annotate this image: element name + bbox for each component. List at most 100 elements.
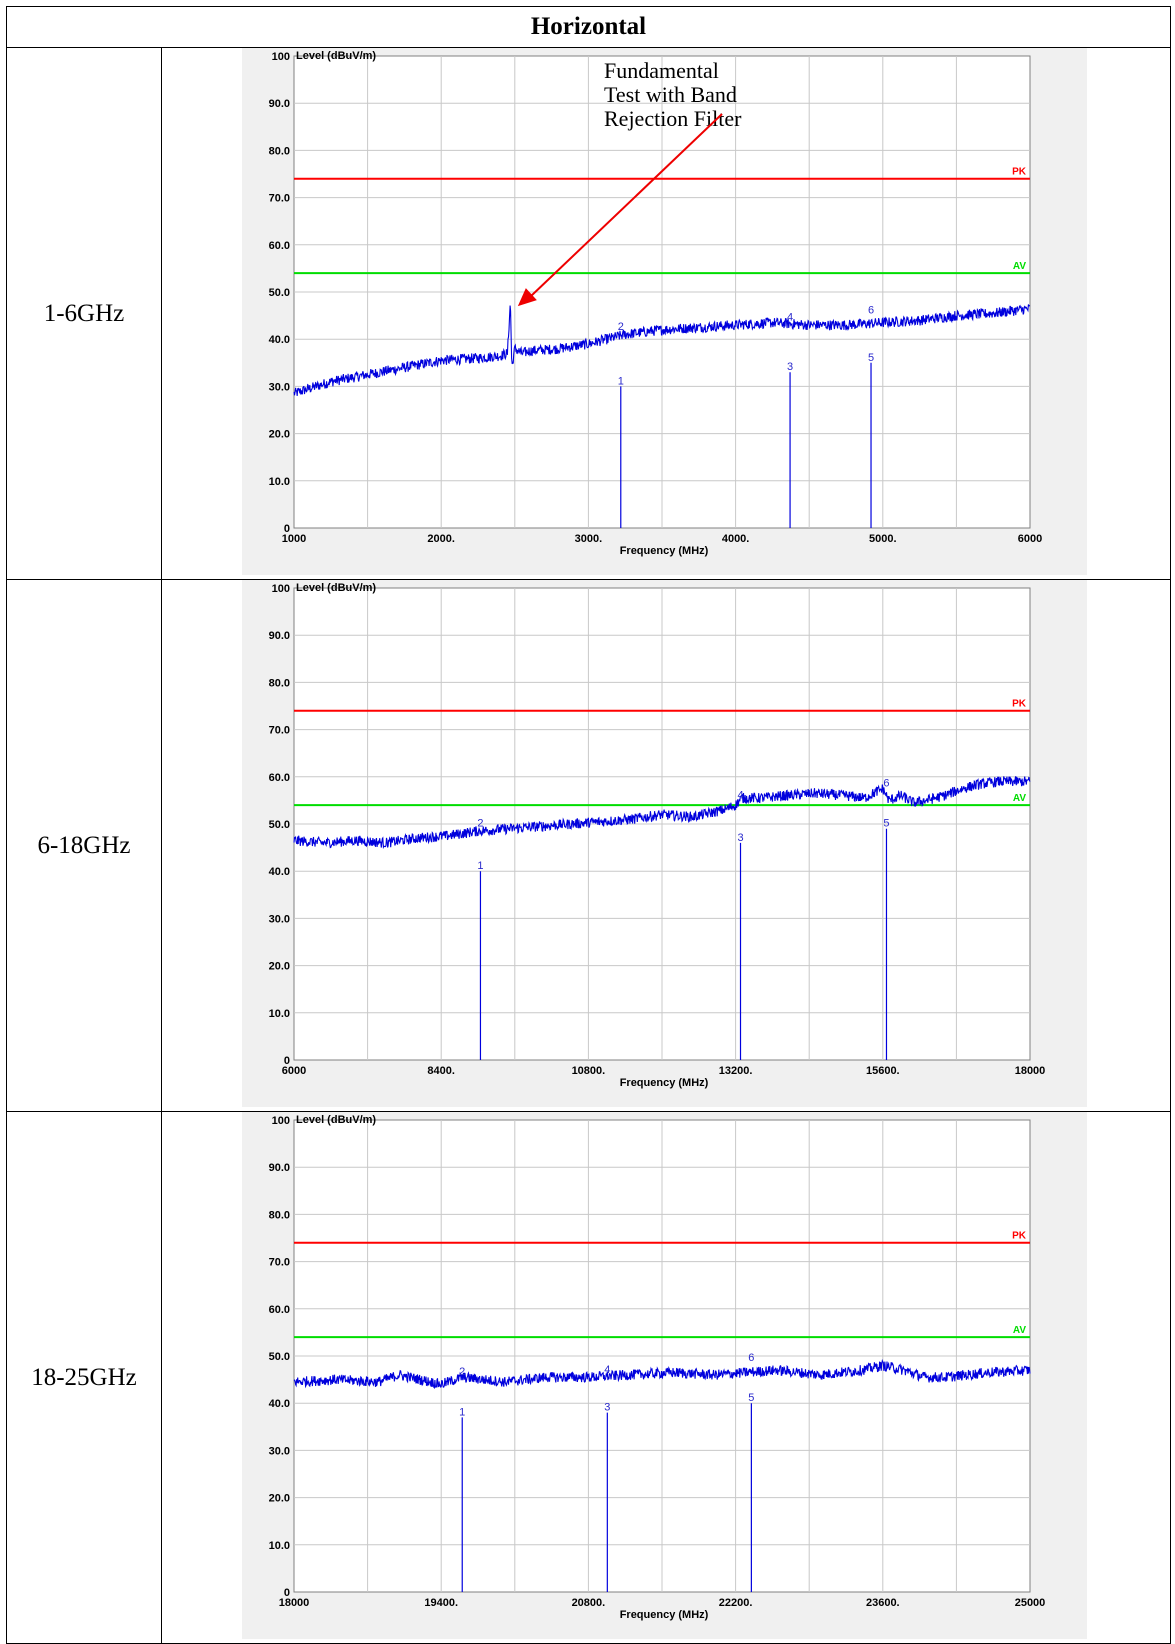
marker-label: 4 [787,312,793,324]
y-tick-label: 50.0 [269,819,290,831]
trace-line [293,304,1031,396]
band-label: 1-6GHz [6,47,162,580]
marker-label: 3 [604,1402,610,1414]
marker-label: 1 [459,1406,465,1418]
x-tick-label: 15600. [866,1065,900,1077]
y-tick-label: 100 [272,583,290,595]
x-tick-label: 18000 [1015,1065,1046,1077]
x-axis-title: Frequency (MHz) [620,545,709,557]
y-tick-label: 0 [284,523,290,535]
y-tick-label: 20.0 [269,961,290,973]
y-tick-label: 20.0 [269,1493,290,1505]
y-tick-label: 90.0 [269,1162,290,1174]
x-tick-label: 13200. [719,1065,753,1077]
y-tick-label: 30.0 [269,1445,290,1457]
y-tick-label: 70.0 [269,1257,290,1269]
x-tick-label: 6000 [282,1065,306,1077]
marker-label: 2 [618,321,624,333]
results-table: Horizontal 1-6GHz 0 10.0 20.0 30.0 40.0 50.0 6… [6,6,1171,1644]
plot-cell: 0 10.0 20.0 30.0 40.0 50.0 60.0 70.0 80.0 90.0 100… [161,47,1171,580]
y-tick-label: 70.0 [269,725,290,737]
plot-cell: 0 10.0 20.0 30.0 40.0 50.0 60.0 70.0 80.0 90.0 100… [161,579,1171,1112]
spectrum-chart: 0 10.0 20.0 30.0 40.0 50.0 60.0 70.0 80.0 90.0 100… [242,1112,1087,1639]
y-tick-label: 10.0 [269,1008,290,1020]
marker-label: 6 [748,1352,754,1364]
x-tick-label: 20800. [572,1597,606,1609]
limit-label: PK [1012,1231,1027,1242]
x-axis-title: Frequency (MHz) [620,1077,709,1089]
table-row: 1-6GHz 0 10.0 20.0 30.0 40.0 50.0 60.0 70.0 80.0… [6,47,1171,580]
y-tick-label: 60.0 [269,1304,290,1316]
x-tick-label: 1000 [282,533,306,545]
x-tick-label: 2000. [427,533,455,545]
x-tick-label: 18000 [279,1597,310,1609]
marker-label: 2 [459,1366,465,1378]
annotation-arrowhead [517,288,537,307]
y-tick-label: 10.0 [269,476,290,488]
band-label: 6-18GHz [6,579,162,1112]
marker-label: 3 [787,361,793,373]
x-tick-label: 19400. [424,1597,458,1609]
y-tick-label: 30.0 [269,381,290,393]
y-tick-label: 80.0 [269,1209,290,1221]
y-tick-label: 90.0 [269,98,290,110]
x-tick-label: 4000. [722,533,750,545]
x-tick-label: 3000. [575,533,603,545]
y-tick-label: 80.0 [269,677,290,689]
y-tick-label: 30.0 [269,913,290,925]
x-tick-label: 23600. [866,1597,900,1609]
y-tick-label: 100 [272,51,290,63]
y-tick-label: 20.0 [269,429,290,441]
x-tick-label: 8400. [427,1065,455,1077]
marker-label: 5 [868,352,874,364]
limit-label: AV [1013,1325,1026,1336]
limit-label: PK [1012,167,1027,178]
y-axis-title: Level (dBuV/m) [296,50,376,62]
marker-label: 5 [883,818,889,830]
y-tick-label: 50.0 [269,287,290,299]
marker-label: 5 [748,1392,754,1404]
trace-line [293,776,1031,850]
table-row: 6-18GHz 0 10.0 20.0 30.0 40.0 50.0 60.0 70.0 80.… [6,579,1171,1112]
limit-label: AV [1013,261,1026,272]
band-label: 18-25GHz [6,1111,162,1644]
y-tick-label: 40.0 [269,1398,290,1410]
y-tick-label: 90.0 [269,630,290,642]
spectrum-chart: 0 10.0 20.0 30.0 40.0 50.0 60.0 70.0 80.0 90.0 100… [242,48,1087,575]
marker-label: 4 [604,1364,610,1376]
limit-label: AV [1013,793,1026,804]
x-tick-label: 25000 [1015,1597,1046,1609]
x-tick-label: 22200. [719,1597,753,1609]
marker-label: 3 [737,832,743,844]
x-axis-title: Frequency (MHz) [620,1609,709,1621]
y-tick-label: 50.0 [269,1351,290,1363]
y-axis-title: Level (dBuV/m) [296,582,376,594]
y-tick-label: 70.0 [269,193,290,205]
y-tick-label: 100 [272,1115,290,1127]
table-row: 18-25GHz 0 10.0 20.0 30.0 40.0 50.0 60.0 70.0 80… [6,1111,1171,1644]
y-tick-label: 0 [284,1587,290,1599]
y-tick-label: 60.0 [269,772,290,784]
marker-label: 1 [477,860,483,872]
annotation-arrow [529,113,723,298]
y-tick-label: 40.0 [269,334,290,346]
plot-cell: 0 10.0 20.0 30.0 40.0 50.0 60.0 70.0 80.0 90.0 100… [161,1111,1171,1644]
annotation-text: Rejection Filter [604,106,742,131]
x-tick-label: 10800. [572,1065,606,1077]
marker-label: 6 [883,778,889,790]
y-tick-label: 0 [284,1055,290,1067]
y-tick-label: 10.0 [269,1540,290,1552]
annotation-text: Test with Band [604,82,737,107]
limit-label: PK [1012,699,1027,710]
marker-label: 2 [477,818,483,830]
marker-label: 1 [618,375,624,387]
trace-line [293,1359,1031,1390]
y-axis-title: Level (dBuV/m) [296,1114,376,1126]
y-tick-label: 40.0 [269,866,290,878]
x-tick-label: 6000 [1018,533,1042,545]
polarization-header: Horizontal [6,6,1171,48]
y-tick-label: 60.0 [269,240,290,252]
spectrum-chart: 0 10.0 20.0 30.0 40.0 50.0 60.0 70.0 80.0 90.0 100… [242,580,1087,1107]
y-tick-label: 80.0 [269,145,290,157]
x-tick-label: 5000. [869,533,897,545]
